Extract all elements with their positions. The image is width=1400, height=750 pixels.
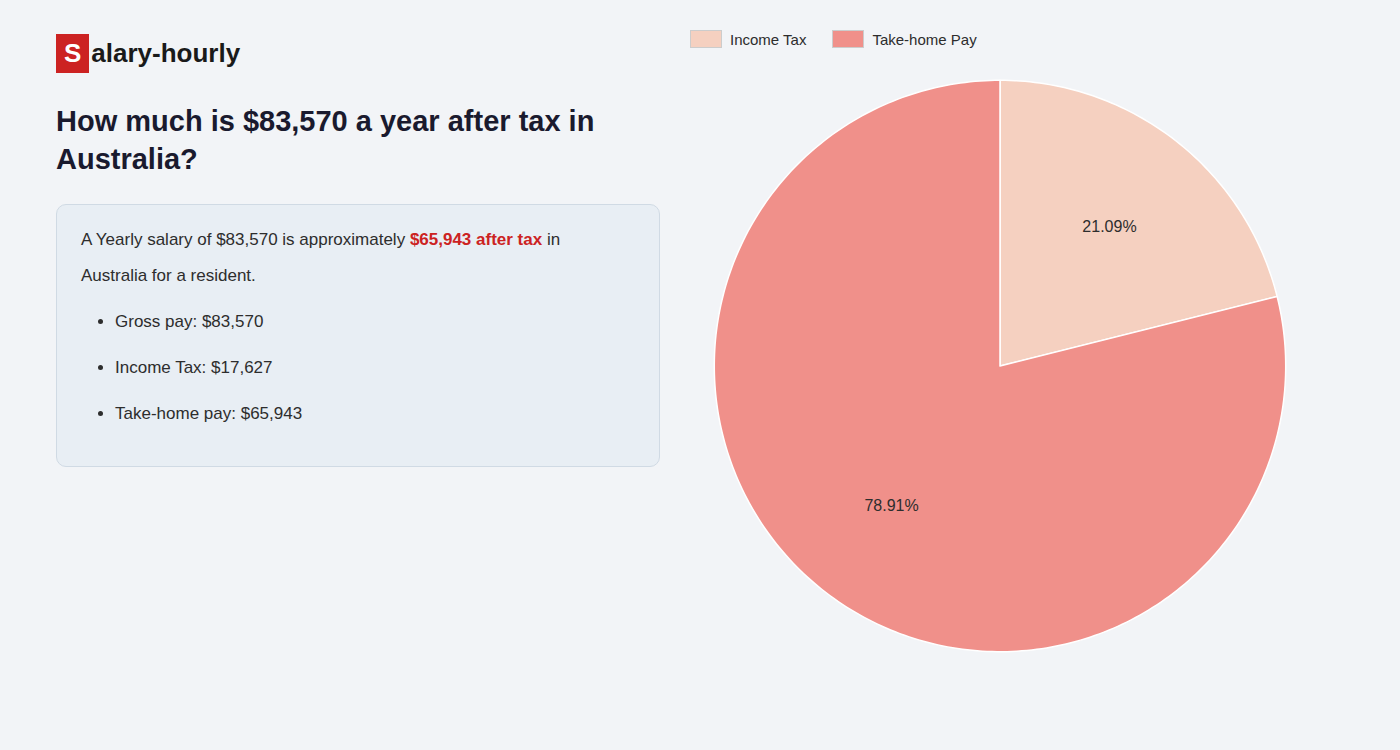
html-text:Gross pay: $83,570: Gross pay: $83,570 <box>115 312 264 332</box>
html-text:S alary-hourly: S alary-hourly <box>64 38 241 68</box>
html-text:Income Tax: Income Tax <box>730 30 807 48</box>
html-text:Take-home pay: $65,943: Take-home pay: $65,943 <box>115 404 303 423</box>
html-text:Take-home Pay: Take-home Pay <box>872 30 977 48</box>
html-text:How much is $83,570 a year aft: How much is $83,570 a year after tax in … <box>56 105 595 175</box>
html-text:A Yearly salary of $83,570 is: A Yearly salary of $83,570 is approximat… <box>81 230 561 250</box>
svg-text:21.09%: 21.09% <box>1082 218 1136 235</box>
html-text:Income Tax: $17,627: Income Tax: $17,627 <box>115 358 273 378</box>
svg-text:78.91%: 78.91% <box>864 497 918 514</box>
html-text:Australia for a resident.: Australia for a resident. <box>81 265 256 285</box>
